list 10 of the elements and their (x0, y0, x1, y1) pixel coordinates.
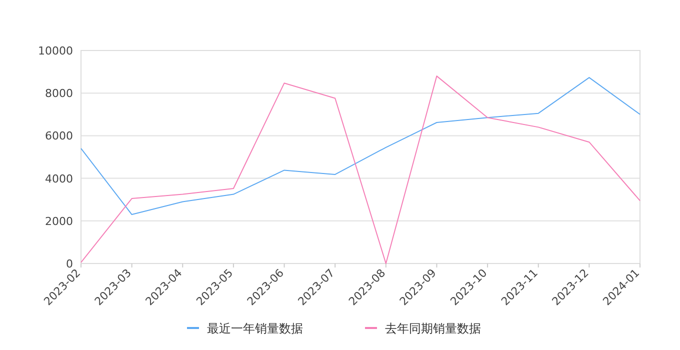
line-series (80, 77, 640, 216)
y-tick-label: 6000 (45, 130, 73, 143)
y-tick-label: 8000 (45, 87, 73, 100)
line-series (80, 76, 640, 264)
y-tick-label: 10000 (38, 44, 73, 58)
y-tick-label: 4000 (45, 172, 73, 186)
legend-label: 最近一年销量数据 (207, 322, 303, 336)
y-tick-label: 2000 (45, 214, 73, 228)
y-tick-label: 0 (66, 258, 73, 270)
legend-label: 去年同期销量数据 (385, 322, 481, 336)
